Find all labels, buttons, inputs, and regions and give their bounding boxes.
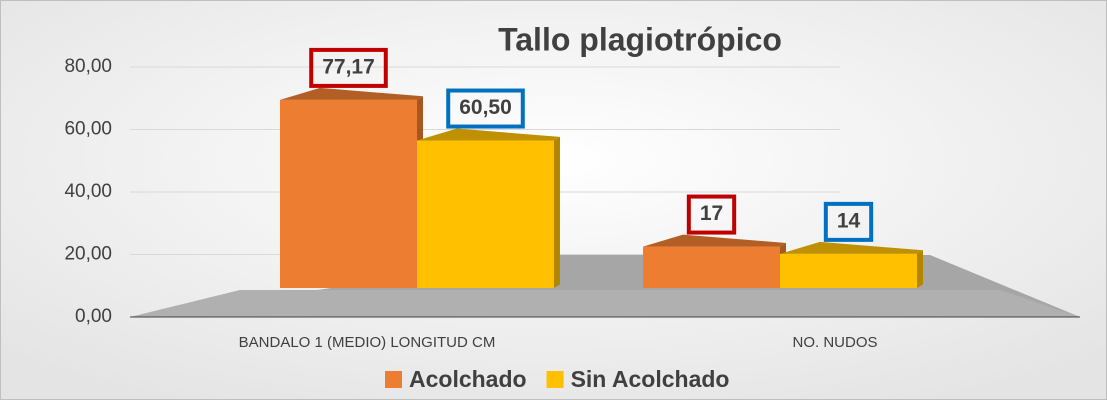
bar-top <box>643 234 786 247</box>
bar-top <box>280 87 423 100</box>
bar <box>780 253 917 288</box>
bar-top <box>780 241 923 254</box>
bar-side <box>554 136 560 288</box>
data-label-box <box>686 194 737 235</box>
data-label: 77,17 <box>322 55 375 78</box>
legend-swatch <box>546 371 564 388</box>
y-tick-label: 20,00 <box>64 244 112 265</box>
y-tick-label: 40,00 <box>64 181 112 202</box>
data-label: 14 <box>837 209 861 232</box>
data-label: 60,50 <box>459 96 512 119</box>
data-label-box <box>823 201 874 242</box>
y-tick-label: 60,00 <box>64 119 112 140</box>
y-tick-label: 0,00 <box>75 306 112 327</box>
bar-top <box>417 128 560 141</box>
legend-label: Acolchado <box>409 366 527 392</box>
bar <box>280 99 417 288</box>
data-label-box <box>309 47 388 88</box>
y-tick-label: 80,00 <box>64 56 112 77</box>
data-label-box <box>446 88 525 129</box>
x-tick-label: NO. NUDOS <box>792 334 877 351</box>
legend-label: Sin Acolchado <box>571 366 730 392</box>
floor-front <box>130 290 1080 317</box>
bar <box>643 246 780 288</box>
x-tick-label: BANDALO 1 (MEDIO) LONGITUD CM <box>239 334 496 351</box>
data-label: 17 <box>700 202 723 225</box>
bar-side <box>917 250 923 288</box>
bar <box>417 140 554 288</box>
legend-swatch <box>385 371 402 388</box>
chart-title: Tallo plagiotrópico <box>498 21 782 57</box>
